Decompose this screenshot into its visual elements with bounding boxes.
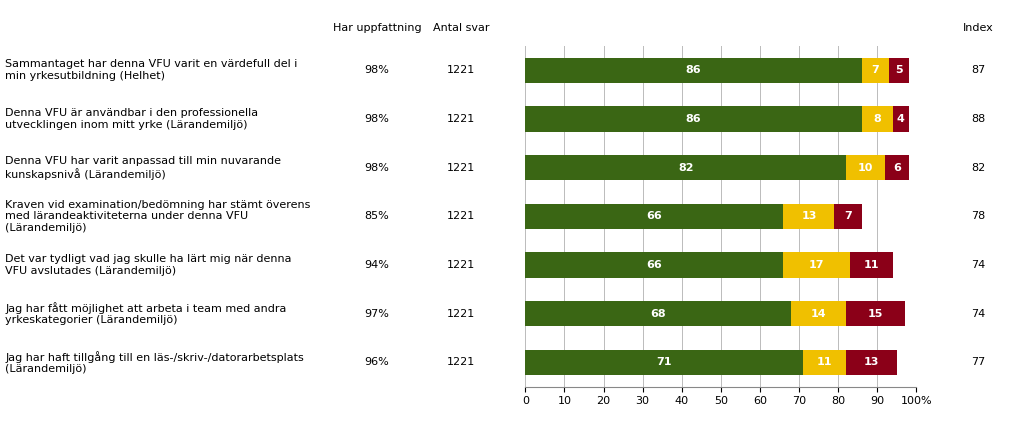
Bar (885, 155, 908, 180)
Text: 66: 66 (646, 260, 663, 270)
Bar (889, 58, 908, 83)
Bar (862, 58, 889, 83)
Text: 8: 8 (873, 114, 882, 124)
Bar (846, 155, 885, 180)
Bar (846, 301, 905, 326)
Text: 74: 74 (971, 309, 985, 319)
Bar (783, 252, 850, 277)
Text: Det var tydligt vad jag skulle ha lärt mig när denna
VFU avslutades (Lärandemilj: Det var tydligt vad jag skulle ha lärt m… (5, 254, 292, 276)
Text: 96%: 96% (365, 357, 389, 368)
Text: 68: 68 (650, 309, 667, 319)
Text: 1221: 1221 (446, 65, 475, 75)
Text: 7: 7 (871, 65, 880, 75)
Text: 82: 82 (678, 163, 693, 173)
Text: 14: 14 (811, 309, 826, 319)
Bar (525, 155, 846, 180)
Text: 87: 87 (971, 65, 985, 75)
Bar (835, 204, 862, 229)
Text: 1221: 1221 (446, 309, 475, 319)
Text: 10: 10 (858, 163, 873, 173)
Text: 1221: 1221 (446, 114, 475, 124)
Text: 98%: 98% (365, 65, 389, 75)
Text: Index: Index (963, 23, 993, 33)
Text: Kraven vid examination/bedömning har stämt överens
med lärandeaktiviteterna unde: Kraven vid examination/bedömning har stä… (5, 200, 310, 233)
Text: 74: 74 (971, 260, 985, 270)
Text: 7: 7 (844, 212, 852, 221)
Text: 86: 86 (686, 114, 701, 124)
Text: Denna VFU har varit anpassad till min nuvarande
kunskapsnivå (Lärandemiljö): Denna VFU har varit anpassad till min nu… (5, 156, 282, 180)
Text: 11: 11 (864, 260, 880, 270)
Bar (525, 350, 803, 375)
Bar (862, 106, 893, 132)
Text: 66: 66 (646, 212, 663, 221)
Bar (525, 204, 783, 229)
Text: 11: 11 (817, 357, 833, 368)
Text: 86: 86 (686, 65, 701, 75)
Text: 1221: 1221 (446, 212, 475, 221)
Text: 1221: 1221 (446, 357, 475, 368)
Text: Har uppfattning: Har uppfattning (333, 23, 421, 33)
Text: 97%: 97% (365, 309, 389, 319)
Text: 15: 15 (867, 309, 883, 319)
Text: 77: 77 (971, 357, 985, 368)
Text: 5: 5 (895, 65, 903, 75)
Text: Jag har haft tillgång till en läs-/skriv-/datorarbetsplats
(Lärandemiljö): Jag har haft tillgång till en läs-/skriv… (5, 350, 304, 374)
Bar (893, 106, 908, 132)
Bar (525, 106, 862, 132)
Bar (850, 252, 893, 277)
Text: 13: 13 (864, 357, 880, 368)
Bar (525, 301, 792, 326)
Text: 88: 88 (971, 114, 985, 124)
Text: 6: 6 (893, 163, 901, 173)
Text: 94%: 94% (365, 260, 389, 270)
Text: 1221: 1221 (446, 163, 475, 173)
Text: 78: 78 (971, 212, 985, 221)
Text: Antal svar: Antal svar (432, 23, 489, 33)
Bar (525, 252, 783, 277)
Text: 82: 82 (971, 163, 985, 173)
Text: 1221: 1221 (446, 260, 475, 270)
Text: 85%: 85% (365, 212, 389, 221)
Text: Sammantaget har denna VFU varit en värdefull del i
min yrkesutbildning (Helhet): Sammantaget har denna VFU varit en värde… (5, 59, 298, 81)
Bar (803, 350, 846, 375)
Text: 98%: 98% (365, 163, 389, 173)
Text: 71: 71 (656, 357, 672, 368)
Text: Jag har fått möjlighet att arbeta i team med andra
yrkeskategorier (Lärandemiljö: Jag har fått möjlighet att arbeta i team… (5, 302, 287, 326)
Bar (525, 58, 862, 83)
Bar (846, 350, 897, 375)
Text: 4: 4 (897, 114, 905, 124)
Bar (783, 204, 835, 229)
Text: Denna VFU är användbar i den professionella
utvecklingen inom mitt yrke (Lärande: Denna VFU är användbar i den professione… (5, 108, 258, 130)
Text: 13: 13 (801, 212, 816, 221)
Text: 98%: 98% (365, 114, 389, 124)
Text: 17: 17 (809, 260, 824, 270)
Bar (792, 301, 846, 326)
